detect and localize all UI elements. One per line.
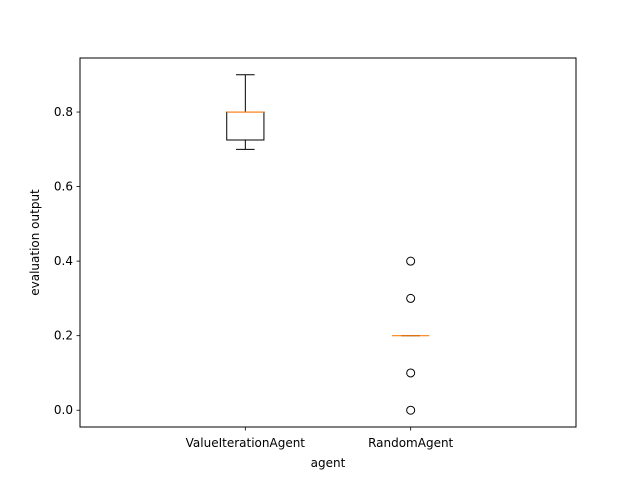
box-group-RandomAgent	[392, 256, 430, 415]
box-group-ValueIterationAgent	[226, 74, 265, 150]
outlier-point	[406, 293, 416, 303]
outlier-point	[406, 256, 416, 266]
x-axis-ticks: ValueIterationAgent RandomAgent	[186, 427, 454, 450]
plot-area	[79, 57, 577, 428]
x-axis-label: agent	[311, 456, 346, 470]
x-tick-label: RandomAgent	[368, 436, 453, 450]
y-tick-label: 0.2	[54, 329, 73, 343]
y-tick-label: 0.4	[54, 254, 73, 268]
y-tick-label: 0.8	[54, 105, 73, 119]
y-axis-label: evaluation output	[28, 189, 42, 296]
y-axis-ticks: 0.0 0.2 0.4 0.6 0.8	[54, 105, 80, 417]
chart-marks	[226, 74, 430, 415]
y-tick-label: 0.6	[54, 180, 73, 194]
outlier-point	[406, 405, 416, 415]
y-tick-label: 0.0	[54, 403, 73, 417]
outlier-point	[406, 368, 416, 378]
x-tick-label: ValueIterationAgent	[186, 436, 306, 450]
